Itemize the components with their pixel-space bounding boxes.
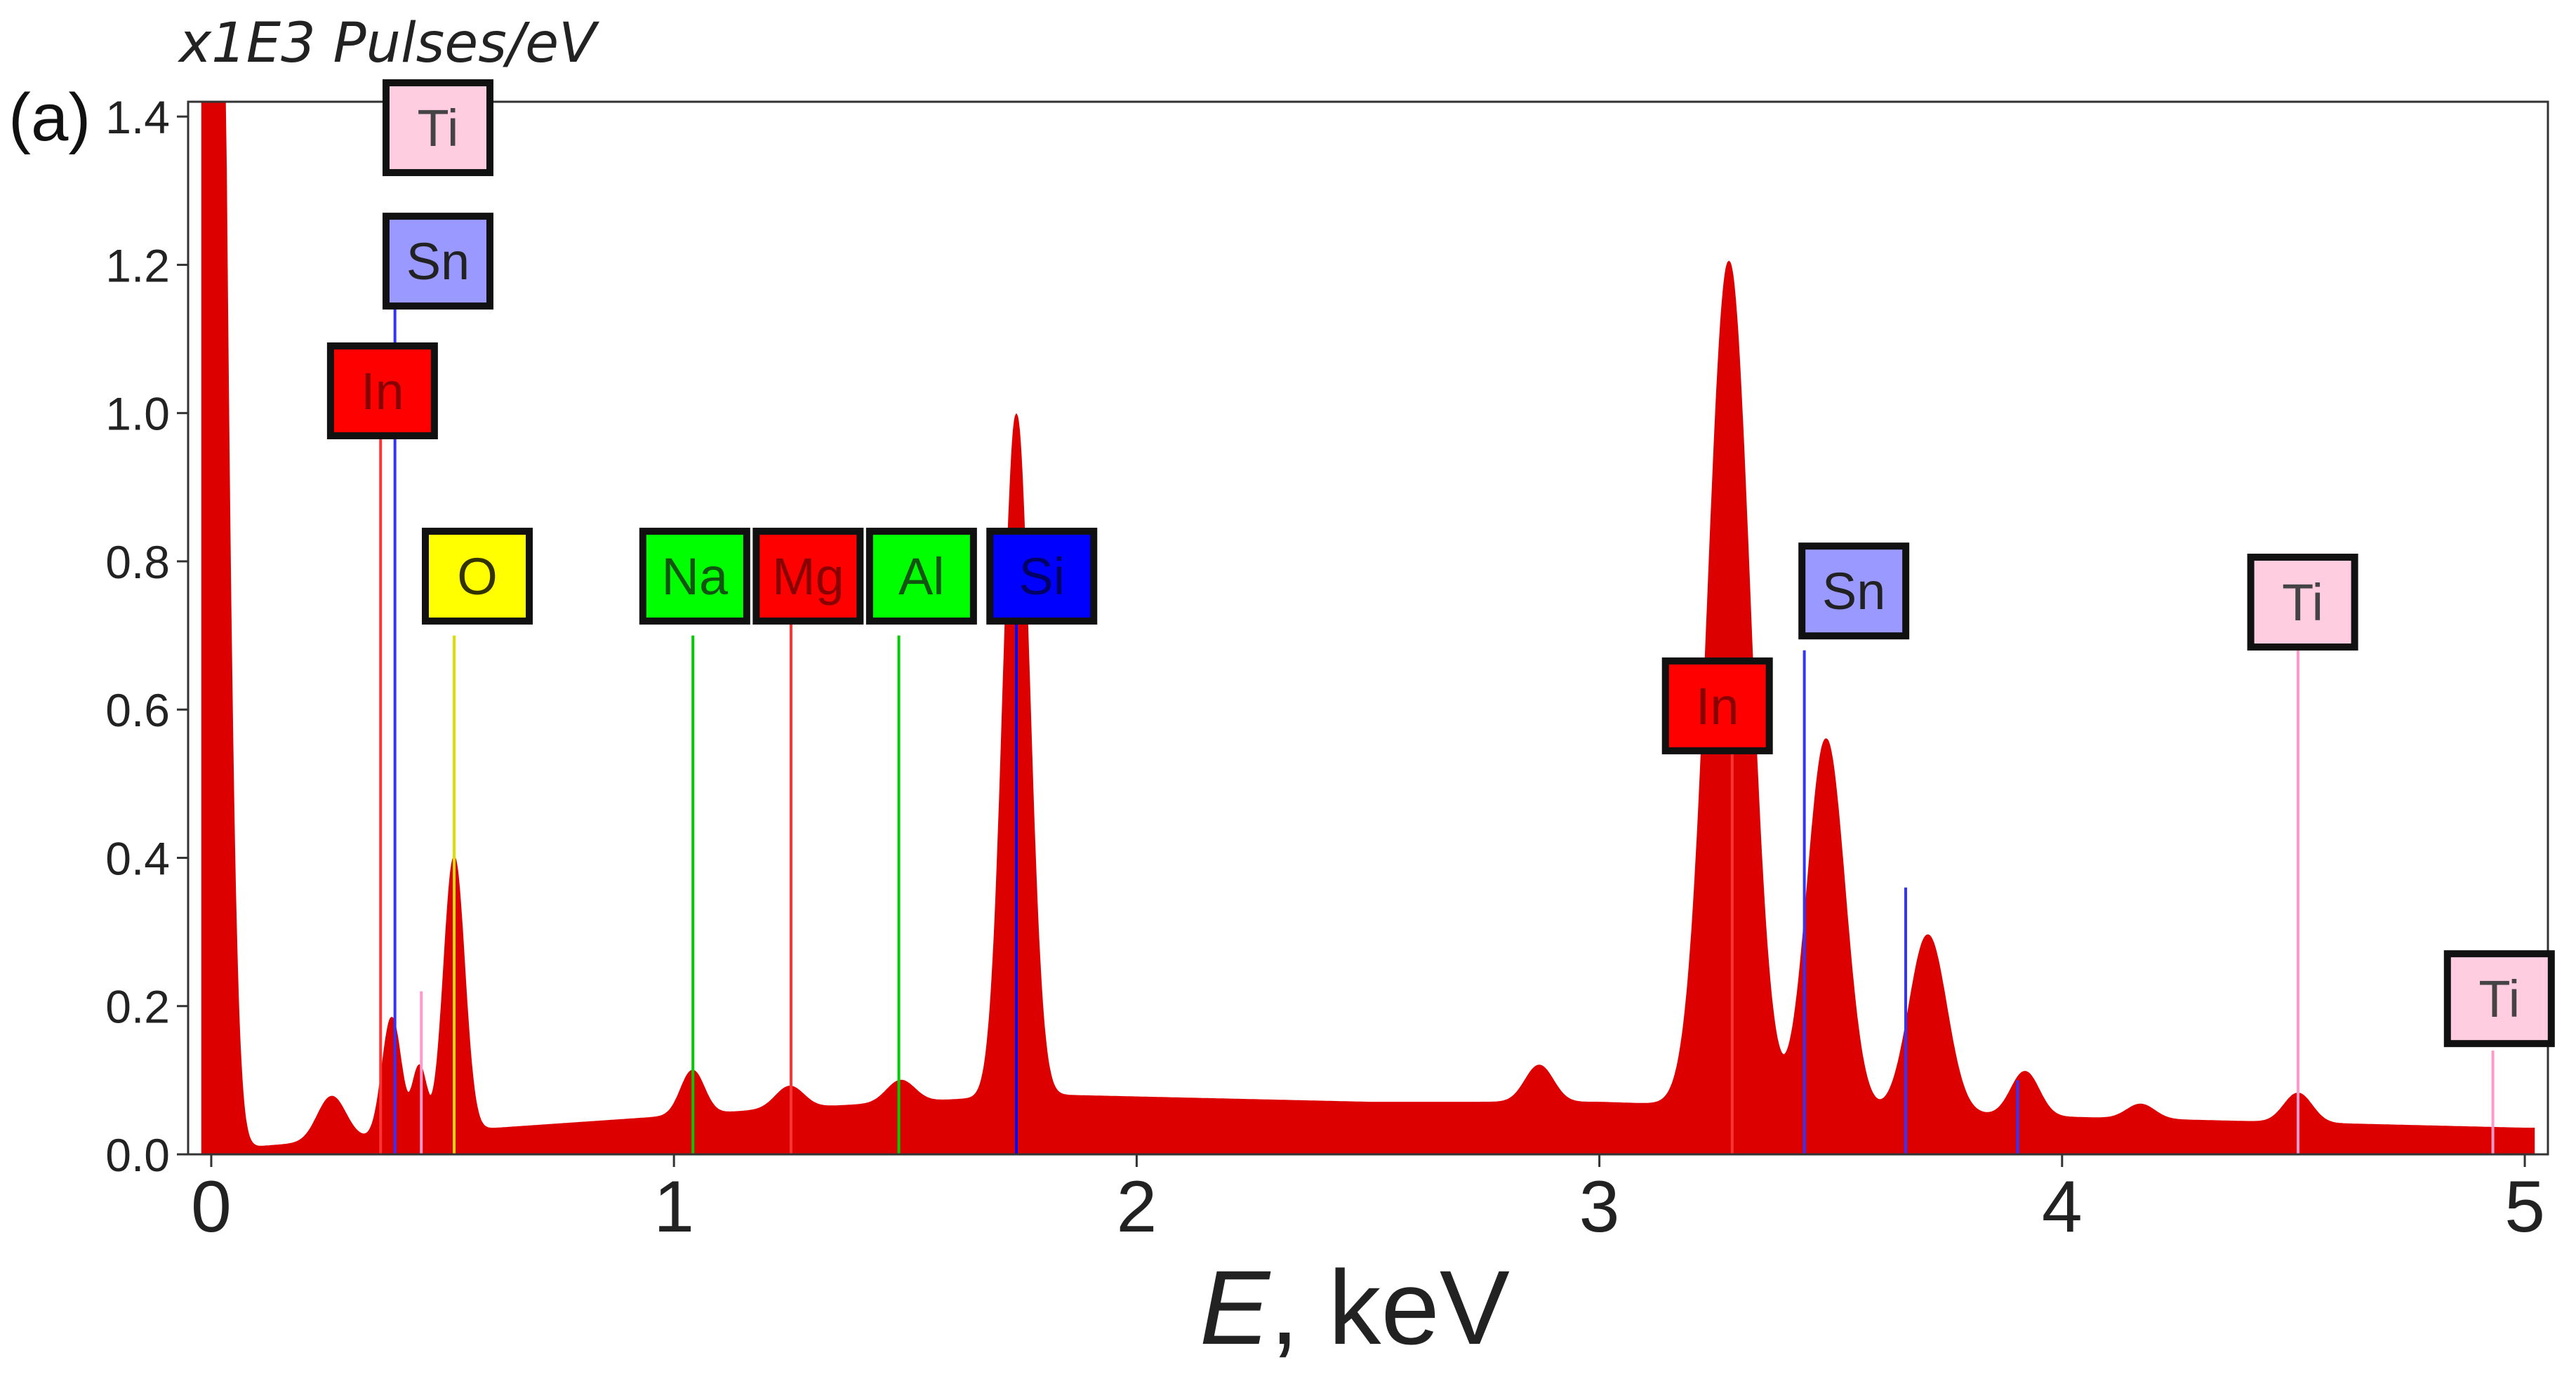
panel-label: (a) (8, 80, 91, 155)
x-axis-label: E, keV (1200, 1248, 1510, 1366)
element-label-na: Na (639, 528, 750, 625)
element-label-al: Al (865, 528, 977, 625)
element-label-si: Si (986, 528, 1098, 625)
element-label-text: Al (898, 547, 945, 606)
y-tick-label: 0.2 (105, 981, 170, 1033)
x-tick-label: 5 (2504, 1166, 2545, 1248)
element-label-fill (333, 349, 431, 432)
element-label-o: O (422, 528, 533, 625)
element-label-fill (429, 535, 526, 618)
x-tick-label: 3 (1579, 1166, 1620, 1248)
x-tick-label: 2 (1116, 1166, 1157, 1248)
x-ticks-layer: 0 1 2 3 4 5 (191, 1154, 2545, 1248)
element-label-text: Si (1018, 547, 1065, 606)
spectrum-area (201, 101, 2535, 1155)
element-label-text: In (1696, 677, 1739, 735)
x-tick-label: 4 (2042, 1166, 2083, 1248)
element-label-fill (872, 535, 970, 618)
element-label-fill (389, 220, 486, 303)
element-labels-layer: Ti Sn In O Na Mg Al Si Sn In Ti Ti (326, 79, 2555, 1048)
element-label-in: In (1661, 657, 1773, 754)
y-ticks-layer: 0.0 0.2 0.4 0.6 0.8 1.0 1.2 1.4 (105, 91, 188, 1181)
element-label-text: Sn (1822, 562, 1886, 620)
element-label-fill (759, 535, 857, 618)
element-label-fill (2254, 561, 2351, 644)
element-label-fill (2450, 957, 2548, 1041)
x-tick-label: 1 (653, 1166, 694, 1248)
x-axis-variable: E (1200, 1248, 1271, 1366)
element-label-fill (1668, 664, 1766, 747)
y-tick-label: 1.2 (105, 239, 170, 291)
x-axis-unit: , keV (1270, 1248, 1510, 1366)
y-tick-label: 0.8 (105, 536, 170, 588)
y-tick-label: 1.0 (105, 388, 170, 440)
element-label-in: In (326, 342, 438, 439)
element-label-text: O (457, 547, 498, 606)
element-label-text: Ti (418, 99, 459, 157)
plot-frame (187, 100, 2549, 1156)
element-label-fill (993, 535, 1091, 618)
element-label-text: Sn (406, 232, 470, 291)
element-label-fill (389, 86, 486, 169)
element-label-text: Mg (772, 547, 844, 606)
y-axis-label: x1E3 Pulses/eV (177, 12, 599, 75)
element-lines-layer (379, 227, 2495, 1154)
element-label-mg: Mg (752, 528, 864, 625)
element-label-fill (1805, 549, 1903, 633)
element-label-text: Ti (2478, 970, 2520, 1028)
element-label-ti: Ti (2247, 554, 2358, 651)
x-tick-label: 0 (191, 1166, 232, 1248)
element-label-ti: Ti (382, 79, 493, 176)
y-tick-label: 0.0 (105, 1129, 170, 1181)
element-label-ti: Ti (2443, 950, 2555, 1048)
y-tick-label: 1.4 (105, 91, 170, 143)
element-label-text: Ti (2282, 573, 2323, 632)
element-label-text: Na (662, 547, 729, 606)
spectrum-layer (201, 101, 2535, 1155)
element-label-sn: Sn (382, 213, 493, 310)
y-tick-label: 0.4 (105, 832, 170, 884)
element-label-sn: Sn (1798, 542, 1910, 640)
element-label-fill (646, 535, 743, 618)
y-tick-label: 0.6 (105, 684, 170, 736)
element-label-text: In (361, 362, 404, 420)
